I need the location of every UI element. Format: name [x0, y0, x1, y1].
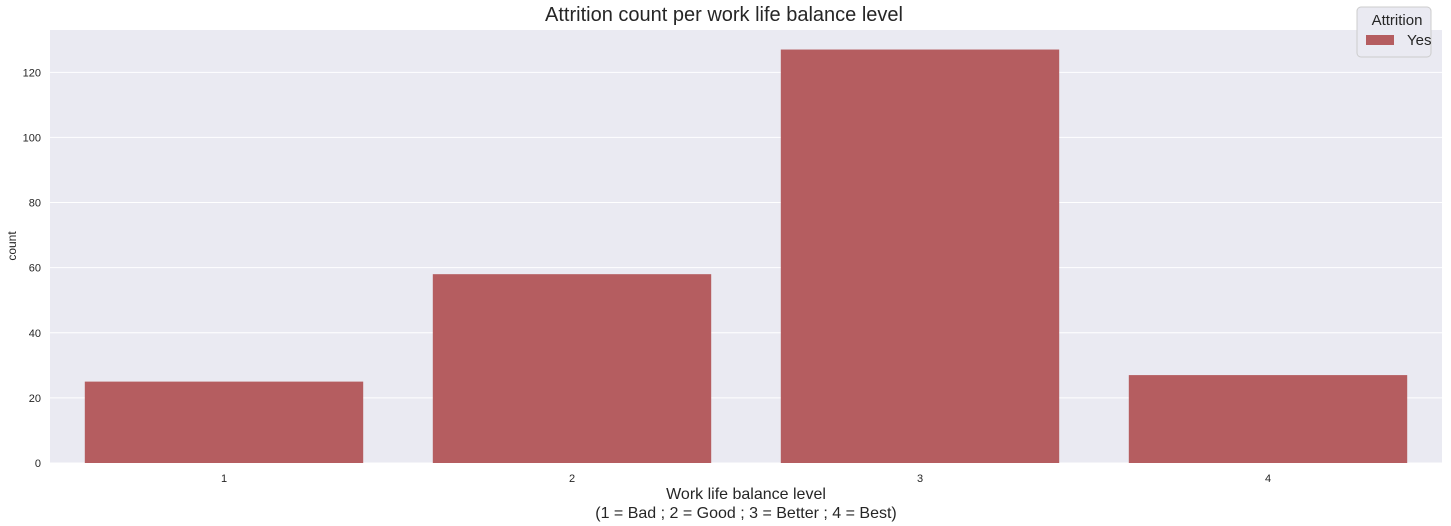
x-tick-labels: 1 2 3 4 — [221, 473, 1271, 485]
y-tick-label: 120 — [23, 67, 41, 79]
y-tick-label: 20 — [29, 393, 41, 405]
bar-1 — [84, 381, 364, 463]
y-tick-label: 80 — [29, 198, 41, 210]
bars — [84, 49, 1408, 463]
bar-4 — [1128, 375, 1408, 463]
x-tick-label: 1 — [221, 473, 227, 485]
chart-title: Attrition count per work life balance le… — [545, 4, 903, 26]
y-axis-label: count — [5, 231, 19, 261]
legend-title: Attrition — [1372, 12, 1423, 29]
bar-2 — [432, 274, 712, 463]
y-tick-label: 100 — [23, 132, 41, 144]
legend-entry-yes: Yes — [1407, 32, 1431, 49]
y-tick-labels: 0 20 40 60 80 100 120 — [23, 67, 41, 470]
y-tick-label: 0 — [35, 458, 41, 470]
x-tick-label: 4 — [1265, 473, 1271, 485]
x-tick-label: 2 — [569, 473, 575, 485]
legend: Attrition Yes — [1356, 6, 1432, 58]
x-axis-label-line1: Work life balance level — [666, 486, 826, 503]
x-tick-label: 3 — [917, 473, 923, 485]
y-tick-label: 40 — [29, 328, 41, 340]
legend-swatch — [1366, 35, 1394, 45]
y-tick-label: 60 — [29, 263, 41, 275]
x-axis-label-line2: (1 = Bad ; 2 = Good ; 3 = Better ; 4 = B… — [595, 505, 897, 522]
bar-3 — [780, 49, 1060, 463]
